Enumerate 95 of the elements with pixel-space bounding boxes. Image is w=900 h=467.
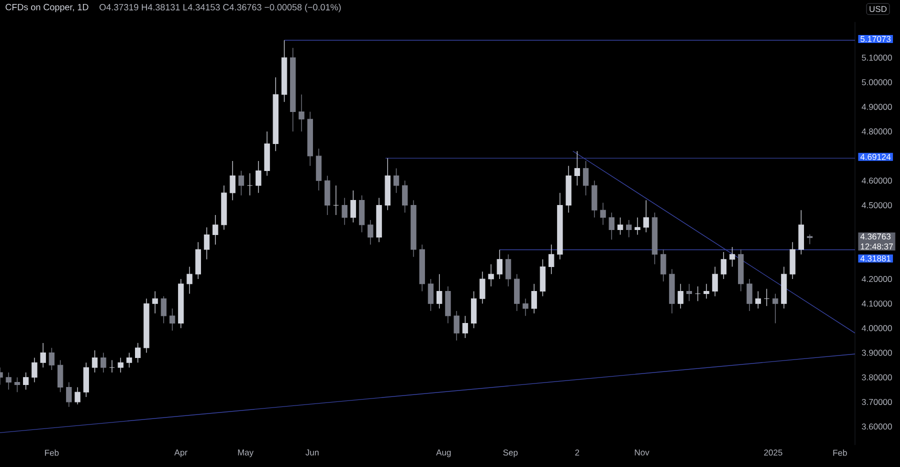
candlestick xyxy=(704,284,710,300)
y-tick-label: 5.10000 xyxy=(862,54,892,61)
annotation: 4.69124 xyxy=(860,154,891,160)
chart-title: CFDs on Copper, 1D xyxy=(6,4,88,12)
y-tick-label: 5.00000 xyxy=(862,79,892,86)
annotation: 5.17073 xyxy=(860,36,891,42)
candlestick xyxy=(350,190,356,223)
candlestick xyxy=(643,200,649,233)
candlestick xyxy=(755,290,761,309)
candlestick xyxy=(204,227,210,260)
y-tick-label: 3.60000 xyxy=(862,424,892,430)
candlestick xyxy=(393,168,400,194)
candlestick xyxy=(720,252,726,280)
x-tick-label: Feb xyxy=(45,450,59,456)
annotation: 4.31881 xyxy=(860,255,891,262)
candlestick xyxy=(342,197,348,226)
y-axis-title: USD xyxy=(870,6,887,12)
text: 4.36763 xyxy=(860,233,891,240)
candlestick xyxy=(14,377,20,392)
candlestick xyxy=(764,288,770,306)
candlestick xyxy=(505,254,512,287)
candlestick xyxy=(746,278,752,312)
candlestick xyxy=(480,271,486,304)
candlestick xyxy=(230,160,236,201)
y-tick-label: 4.10000 xyxy=(862,300,892,307)
candlestick xyxy=(298,94,304,132)
candlestick xyxy=(806,234,813,245)
candlestick xyxy=(634,217,640,236)
x-tick-label: Nov xyxy=(634,450,650,456)
candlestick xyxy=(135,342,141,363)
candlestick xyxy=(6,372,12,390)
candlestick xyxy=(100,352,106,373)
candlestick xyxy=(66,382,72,408)
candlestick xyxy=(57,360,64,392)
candlestick xyxy=(368,220,374,245)
candlestick xyxy=(126,352,132,368)
candlestick xyxy=(686,284,692,302)
candlestick xyxy=(626,220,632,238)
y-tick-label: 3.80000 xyxy=(862,374,892,380)
y-tick-label: 3.70000 xyxy=(862,398,892,405)
candlestick xyxy=(678,284,684,309)
x-tick-label: Jun xyxy=(306,450,319,456)
candlestick xyxy=(600,202,606,226)
x-tick-label: Aug xyxy=(436,450,451,458)
y-tick-label: 4.00000 xyxy=(862,325,892,332)
candlestick xyxy=(152,290,158,314)
candlestick xyxy=(574,150,580,186)
candlestick xyxy=(436,274,442,309)
candlestick xyxy=(186,266,192,294)
candlestick xyxy=(118,357,124,373)
candlestick xyxy=(694,286,701,302)
candlestick xyxy=(48,348,55,370)
candlestick xyxy=(23,372,29,390)
x-tick-label: 2 xyxy=(575,450,580,456)
candlestick xyxy=(522,298,528,316)
candlestick xyxy=(212,214,218,245)
candlestick xyxy=(256,160,262,194)
candlestick xyxy=(488,264,494,287)
candlestick xyxy=(428,278,434,312)
candlestick xyxy=(712,266,718,297)
candlestick xyxy=(608,212,614,240)
x-tick-label: May xyxy=(238,450,254,458)
x-tick-label: Feb xyxy=(833,450,847,456)
candlestick xyxy=(92,350,98,373)
y-tick-label: 4.50000 xyxy=(862,202,892,208)
x-tick-label: 2025 xyxy=(764,450,782,456)
text: 12:48:37 xyxy=(860,243,893,250)
candlestick xyxy=(32,357,38,383)
candlestick xyxy=(109,360,115,373)
candlestick xyxy=(333,185,339,216)
candlestick xyxy=(40,342,46,368)
candlestick xyxy=(660,249,666,282)
y-tick-label: 3.90000 xyxy=(862,350,892,356)
x-tick-label: Sep xyxy=(503,450,518,458)
y-tick-label: 4.90000 xyxy=(862,104,892,110)
candlestick xyxy=(246,172,253,196)
chart-subtitle: O4.37319 H4.38131 L4.34153 C4.36763 −0.00058 (−0.01%) xyxy=(100,4,341,12)
candlestick xyxy=(531,284,537,314)
x-tick-label: Apr xyxy=(174,450,188,458)
candlestick xyxy=(238,170,244,196)
y-tick-label: 4.80000 xyxy=(862,128,892,134)
y-tick-label: 4.20000 xyxy=(862,276,892,282)
candlestick xyxy=(160,296,167,324)
candlestick xyxy=(462,316,468,338)
candlestick xyxy=(772,293,778,324)
candlestick xyxy=(402,180,408,213)
candlestick xyxy=(548,244,554,274)
y-tick-label: 4.60000 xyxy=(862,178,892,184)
candlestick xyxy=(617,217,624,236)
candlestick xyxy=(582,160,589,196)
candlestick xyxy=(496,249,502,280)
candlestick xyxy=(169,308,176,331)
candlestick xyxy=(729,246,736,268)
candlestick xyxy=(454,310,460,341)
candlestick xyxy=(74,386,80,405)
